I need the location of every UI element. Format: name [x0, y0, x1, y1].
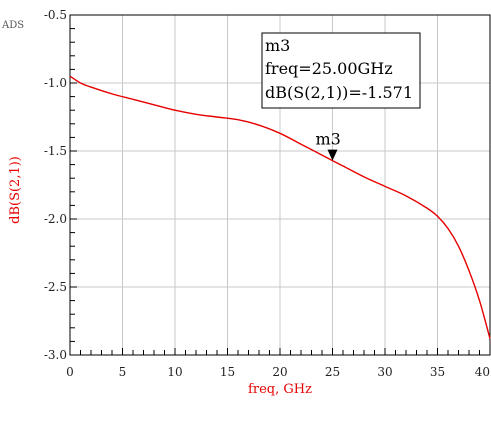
readout-marker-name: m3 [265, 36, 290, 55]
readout-value: dB(S(2,1))=-1.571 [265, 83, 413, 102]
x-tick-label-5: 5 [119, 365, 127, 379]
readout-freq: freq=25.00GHz [265, 59, 393, 78]
y-axis-label: dB(S(2,1)) [8, 156, 23, 224]
x-tick-label-0: 0 [66, 365, 74, 379]
y-tick-label-4: -2.5 [44, 280, 67, 294]
x-tick-label-20: 20 [272, 365, 287, 379]
x-axis-label: freq, GHz [248, 382, 312, 397]
marker-m3-name: m3 [316, 130, 341, 149]
ads-label: ADS [1, 20, 24, 31]
x-tick-label-15: 15 [220, 365, 235, 379]
x-tick-label-30: 30 [377, 365, 392, 379]
y-tick-label-3: -2.0 [44, 212, 67, 226]
plot-frame [69, 14, 491, 356]
y-tick-labels: -0.5 -1.0 -1.5 -2.0 -2.5 -3.0 [44, 8, 67, 362]
y-tick-label-2: -1.5 [44, 144, 67, 158]
y-tick-label-1: -1.0 [44, 76, 67, 90]
series-line [69, 75, 491, 339]
y-tick-label-5: -3.0 [44, 348, 67, 362]
x-tick-labels: 0 5 10 15 20 25 30 35 40 [66, 365, 490, 379]
marker-readout-box[interactable]: m3 freq=25.00GHz dB(S(2,1))=-1.571 [261, 32, 421, 109]
y-tick-label-0: -0.5 [44, 8, 67, 22]
x-tick-label-40: 40 [475, 365, 490, 379]
x-tick-label-25: 25 [325, 365, 340, 379]
x-tick-label-10: 10 [167, 365, 182, 379]
x-tick-label-35: 35 [430, 365, 445, 379]
marker-m3-triangle[interactable] [327, 149, 338, 161]
